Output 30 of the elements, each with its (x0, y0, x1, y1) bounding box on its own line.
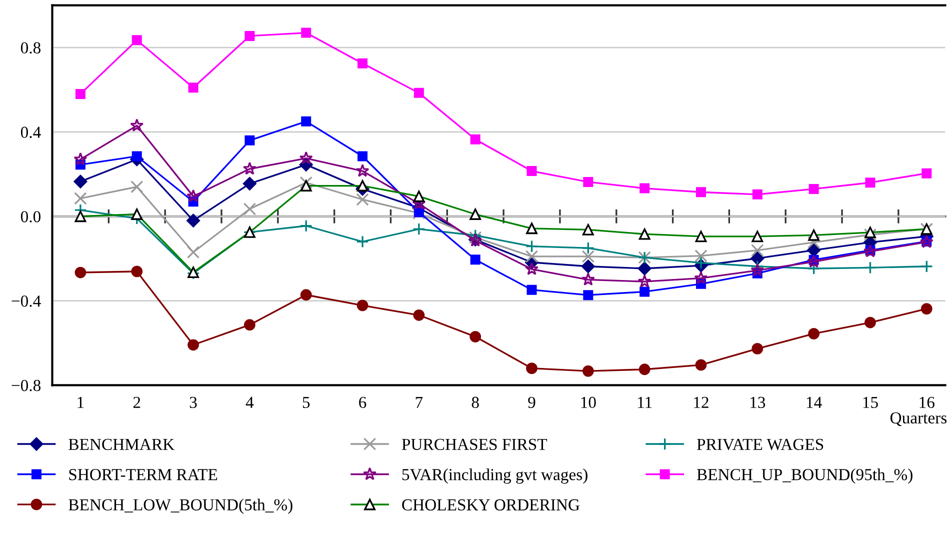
x-tick-label: 12 (694, 396, 708, 408)
x-tick-label: 3 (190, 396, 197, 408)
legend-label: PRIVATE WAGES (696, 438, 824, 450)
y-tick-label: 0.8 (20, 42, 41, 54)
x-tick-label: 14 (806, 396, 822, 408)
x-tick-label: 8 (472, 396, 479, 408)
x-tick-label: 10 (581, 396, 596, 408)
x-tick-label: 6 (359, 396, 366, 408)
x-tick-label: 7 (416, 396, 423, 408)
legend-label: PURCHASES FIRST (402, 438, 548, 450)
x-tick-label: 13 (750, 396, 766, 408)
legend-label: 5VAR(including gvt wages) (402, 468, 588, 484)
y-tick-label: 0.0 (20, 211, 41, 222)
y-tick-label: −0.8 (12, 380, 41, 392)
x-tick-label: 4 (246, 396, 254, 408)
legend-label: CHOLESKY ORDERING (402, 499, 580, 510)
y-tick-label: −0.4 (12, 295, 41, 307)
x-tick-label: 11 (638, 396, 652, 408)
legend-label: BENCH_UP_BOUND(95th_%) (696, 468, 912, 484)
legend-label: BENCHMARK (68, 438, 174, 450)
x-axis-title: Quarters (890, 412, 947, 426)
x-tick-label: 15 (863, 396, 878, 408)
x-tick-label: 1 (78, 396, 84, 408)
y-tick-label: 0.4 (20, 126, 41, 138)
x-tick-label: 16 (920, 396, 934, 408)
legend-label: SHORT-TERM RATE (69, 469, 218, 480)
x-tick-label: 9 (528, 396, 536, 408)
x-tick-label: 2 (133, 396, 140, 408)
legend-label: BENCH_LOW_BOUND(5th_%) (68, 498, 292, 514)
x-tick-label: 5 (302, 396, 310, 408)
